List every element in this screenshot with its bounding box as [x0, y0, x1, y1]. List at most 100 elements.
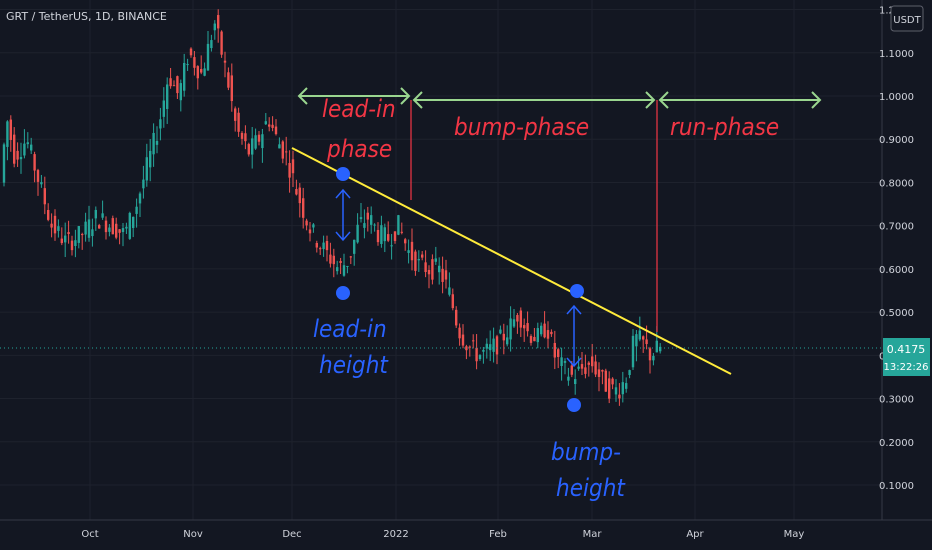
candle-body — [461, 334, 465, 346]
run-phase-label: run-phase — [670, 113, 779, 141]
candle-body — [611, 378, 614, 385]
trendline — [291, 147, 732, 375]
candle-body — [254, 135, 257, 149]
candle-body — [342, 265, 346, 276]
candle-body — [370, 215, 373, 225]
candle-body — [40, 182, 43, 185]
x-tick-label: 2022 — [383, 529, 408, 540]
candle-body — [169, 78, 172, 87]
candle-body — [380, 225, 383, 244]
candle-body — [138, 193, 142, 204]
y-tick-label: 1.1000 — [879, 49, 914, 60]
current-price-value: 0.4175 — [887, 343, 926, 356]
candle-body — [563, 361, 567, 363]
candle-body — [162, 100, 165, 117]
candle-body — [312, 224, 315, 228]
candle-body — [220, 31, 223, 55]
candle-body — [580, 364, 584, 369]
candle-body — [84, 221, 87, 235]
candle-body — [186, 64, 189, 66]
candle-body — [257, 134, 261, 142]
candle-body — [550, 331, 553, 335]
candle-body — [196, 66, 199, 79]
countdown-value: 13:22:26 — [884, 362, 929, 373]
candle-body — [155, 140, 159, 145]
candle-body — [407, 250, 410, 253]
candle-body — [57, 226, 60, 231]
candle-body — [74, 240, 77, 246]
candle-body — [621, 382, 624, 395]
lead-in-height-label-2: height — [319, 351, 389, 379]
bump-height-label-1: bump- — [551, 438, 621, 466]
candle-body — [16, 150, 19, 160]
candle-body — [240, 132, 244, 139]
y-tick-label: 0.2000 — [879, 438, 914, 449]
candle-body — [499, 329, 502, 334]
candle-body — [87, 219, 91, 238]
candle-body — [268, 124, 271, 127]
candles — [2, 9, 662, 406]
candle-body — [512, 319, 516, 327]
candle-body — [495, 336, 499, 355]
candle-body — [485, 343, 488, 349]
candle-body — [506, 337, 509, 345]
candle-body — [145, 157, 148, 181]
candle-body — [94, 209, 97, 219]
lead-in-phase-arrow — [297, 87, 411, 105]
candle-body — [247, 144, 250, 155]
candle-body — [244, 133, 247, 142]
candle-body — [118, 229, 121, 233]
candle-body — [251, 138, 254, 155]
candle-body — [536, 328, 539, 343]
candle-body — [608, 378, 611, 399]
candle-body — [67, 232, 70, 235]
time-axis[interactable]: Oct Nov Dec 2022 Feb Mar Apr May — [81, 529, 804, 540]
candle-body — [64, 235, 67, 243]
x-tick-label: May — [784, 529, 805, 540]
candle-body — [431, 259, 434, 280]
candle-body — [125, 226, 128, 229]
bump-phase-arrow — [412, 91, 656, 109]
candle-body — [159, 119, 162, 129]
candle-body — [274, 126, 278, 135]
candle-body — [70, 240, 74, 251]
candle-body — [543, 323, 546, 338]
candle-body — [298, 187, 301, 204]
candle-body — [213, 23, 216, 31]
candle-body — [400, 231, 403, 233]
currency-badge[interactable] — [890, 5, 924, 32]
candle-body — [349, 256, 352, 258]
candle-body — [149, 150, 152, 168]
candle-body — [604, 370, 607, 392]
candle-body — [390, 245, 393, 247]
candle-body — [614, 387, 618, 395]
candle-body — [478, 355, 482, 360]
bump-height-label-2: height — [556, 474, 626, 502]
candle-body — [121, 228, 125, 233]
candle-body — [444, 270, 448, 280]
y-tick-label: 0.7000 — [879, 222, 914, 233]
candle-body — [288, 163, 291, 178]
candle-body — [278, 144, 281, 149]
candle-body — [13, 134, 16, 164]
candle-body — [19, 157, 23, 160]
x-tick-label: Nov — [183, 529, 203, 540]
candle-body — [152, 132, 155, 155]
candle-body — [645, 339, 648, 345]
y-tick-label: 0.9000 — [879, 135, 914, 146]
candle-body — [519, 310, 522, 328]
candle-body — [376, 229, 380, 243]
y-tick-label: 0.1000 — [879, 481, 914, 492]
price-axis[interactable]: 1.20001.10001.00000.90000.80000.70000.60… — [879, 6, 914, 492]
lead-in-height-label-1: lead-in — [313, 315, 387, 343]
candle-body — [404, 239, 407, 244]
candle-body — [648, 348, 652, 361]
candle-body — [101, 213, 104, 218]
candle-body — [383, 227, 386, 242]
x-tick-label: Feb — [489, 529, 507, 540]
candle-body — [410, 241, 414, 261]
candle-body — [30, 144, 33, 151]
candle-body — [591, 356, 594, 367]
candle-body — [468, 346, 471, 348]
